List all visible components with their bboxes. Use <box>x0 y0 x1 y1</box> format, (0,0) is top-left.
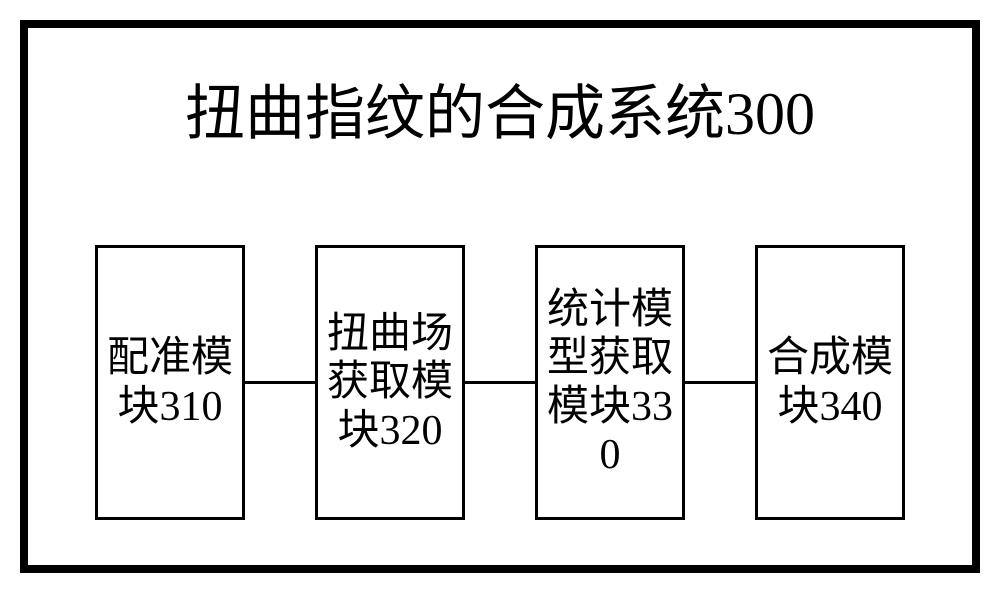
connector <box>245 381 315 384</box>
connector <box>465 381 535 384</box>
module-m320: 扭曲场获取模块320 <box>315 245 465 520</box>
module-label: 扭曲场获取模块320 <box>322 310 458 455</box>
module-m330: 统计模型获取模块330 <box>535 245 685 520</box>
module-m340: 合成模块340 <box>755 245 905 520</box>
module-label: 合成模块340 <box>762 334 898 431</box>
diagram-title: 扭曲指纹的合成系统300 <box>140 65 860 152</box>
module-label: 统计模型获取模块330 <box>542 286 678 479</box>
module-label: 配准模块310 <box>102 334 238 431</box>
connector <box>685 381 755 384</box>
module-m310: 配准模块310 <box>95 245 245 520</box>
